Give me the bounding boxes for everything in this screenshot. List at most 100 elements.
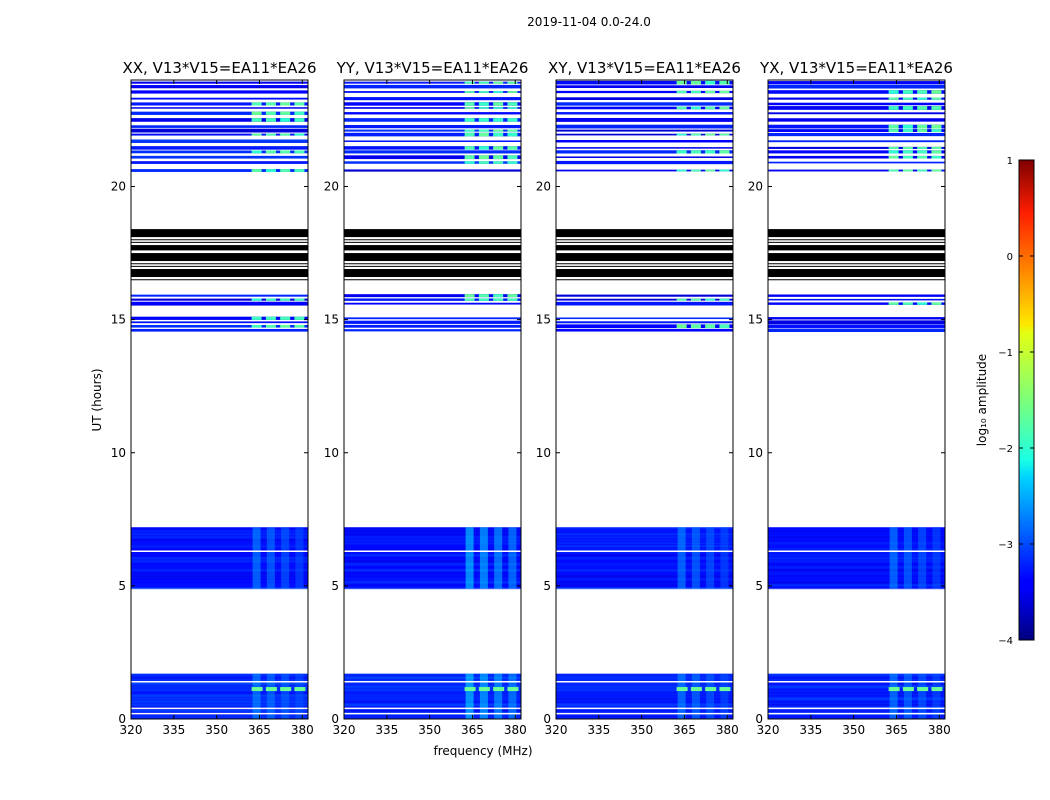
data-row — [131, 688, 308, 691]
data-row — [131, 575, 308, 578]
rfi-stripe — [676, 90, 687, 94]
data-row — [768, 545, 945, 548]
rfi-stripe — [917, 90, 928, 94]
data-row — [556, 551, 733, 554]
data-row — [556, 688, 733, 691]
colorbar-tick-label: −3 — [998, 540, 1013, 551]
x-tick-label: 365 — [461, 723, 484, 737]
rfi-stripe — [294, 316, 305, 320]
panel-title: XY, V13*V15=EA11*EA26 — [548, 59, 741, 77]
data-row — [768, 578, 945, 581]
rfi-stripe — [478, 298, 489, 301]
data-row — [556, 533, 733, 536]
integration-stripe — [344, 129, 521, 132]
rfi-stripe — [507, 294, 518, 298]
integration-stripe — [131, 169, 308, 172]
data-row — [556, 575, 733, 578]
rfi-stripe — [478, 294, 489, 298]
data-row — [556, 679, 733, 682]
data-row — [556, 694, 733, 697]
integration-stripe — [131, 321, 308, 324]
rfi-stripe — [888, 150, 899, 154]
rfi-stripe — [507, 132, 518, 137]
rfi-stripe — [705, 298, 716, 301]
flagged-band — [768, 229, 945, 238]
data-row — [768, 691, 945, 694]
rfi-stripe — [888, 129, 899, 133]
data-row — [768, 557, 945, 560]
rfi-stripe — [507, 298, 518, 301]
rfi-stripe — [265, 298, 276, 301]
rfi-stripe — [902, 129, 913, 133]
integration-stripe — [768, 328, 945, 333]
integration-stripe — [556, 156, 733, 158]
rfi-stripe — [888, 106, 899, 110]
integration-stripe — [131, 155, 308, 159]
rfi-stripe — [464, 132, 475, 137]
rfi-burst — [676, 687, 688, 692]
data-row — [556, 557, 733, 560]
rfi-stripe — [507, 91, 518, 93]
rfi-stripe — [917, 124, 928, 129]
x-tick-label: 365 — [885, 723, 908, 737]
integration-stripe — [344, 91, 521, 93]
integration-stripe — [556, 97, 733, 100]
data-row — [344, 709, 521, 712]
panel-4: YX, V13*V15=EA11*EA26 320 335 350 365 380 0 5 10… — [748, 59, 953, 737]
integration-stripe — [768, 106, 945, 110]
integration-stripe — [344, 81, 521, 84]
y-axis-label: UT (hours) — [90, 368, 104, 431]
rfi-stripe — [251, 316, 262, 320]
data-row — [768, 569, 945, 572]
y-tick-label: 0 — [331, 712, 339, 726]
flagged-band — [344, 229, 521, 238]
rfi-channel — [295, 673, 304, 719]
data-row — [556, 554, 733, 557]
rfi-stripe — [917, 302, 928, 305]
rfi-stripe — [917, 169, 928, 172]
rfi-stripe — [507, 81, 518, 84]
data-row — [344, 715, 521, 718]
data-row — [556, 566, 733, 569]
data-row — [768, 703, 945, 706]
panel-2: YY, V13*V15=EA11*EA26 320 335 350 365 380 0 5 10… — [324, 59, 529, 737]
rfi-burst — [902, 687, 914, 692]
rfi-stripe — [719, 133, 730, 136]
x-tick-label: 320 — [545, 723, 568, 737]
integration-stripe — [344, 317, 521, 320]
data-row — [131, 682, 308, 685]
rfi-stripe — [931, 302, 942, 305]
rfi-burst — [251, 687, 263, 692]
rfi-stripe — [265, 150, 276, 154]
data-row — [344, 545, 521, 548]
rfi-stripe — [690, 106, 701, 110]
rfi-stripe — [902, 302, 913, 305]
rfi-stripe — [464, 161, 475, 164]
data-row — [131, 703, 308, 706]
integration-stripe — [131, 81, 308, 84]
data-row — [768, 682, 945, 685]
rfi-channel — [494, 527, 503, 589]
data-row — [768, 572, 945, 575]
data-row — [768, 688, 945, 691]
rfi-burst — [478, 687, 490, 692]
rfi-stripe — [478, 155, 489, 160]
data-row — [344, 673, 521, 676]
data-row — [556, 682, 733, 685]
integration-stripe — [768, 118, 945, 122]
rfi-stripe — [265, 118, 276, 122]
rfi-stripe — [719, 169, 730, 172]
rfi-stripe — [917, 146, 928, 149]
rfi-stripe — [294, 324, 305, 328]
rfi-channel — [932, 527, 941, 589]
y-tick-label: 15 — [111, 313, 126, 327]
rfi-stripe — [493, 161, 504, 164]
data-row — [768, 563, 945, 566]
rfi-burst — [888, 687, 900, 692]
panel-plot-area — [556, 80, 733, 719]
data-row — [344, 685, 521, 688]
data-row — [768, 584, 945, 587]
panel-plot-area — [131, 81, 308, 719]
data-row — [556, 715, 733, 718]
